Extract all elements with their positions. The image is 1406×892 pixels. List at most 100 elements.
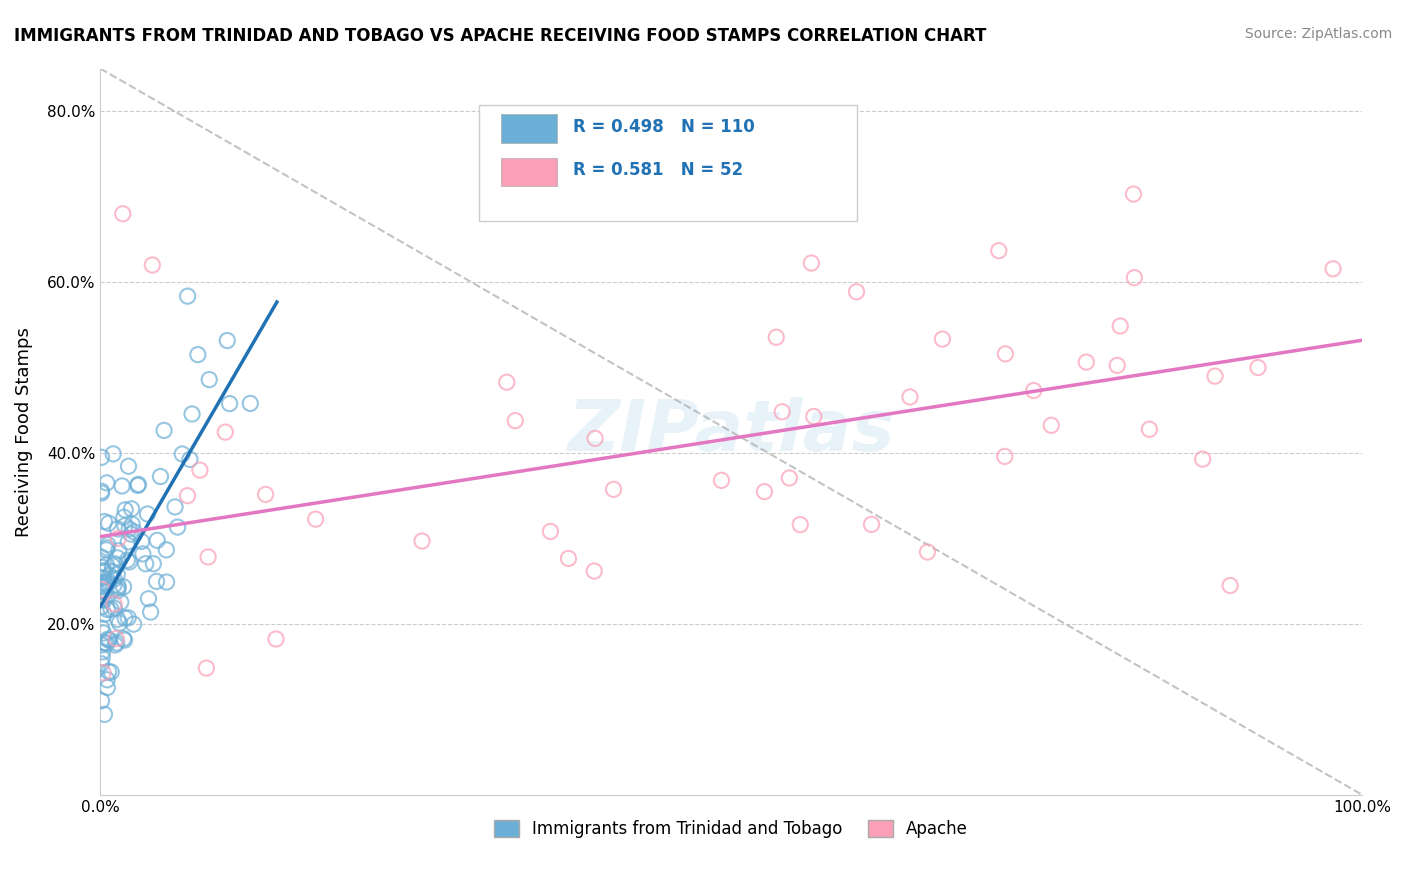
FancyBboxPatch shape — [479, 105, 858, 221]
FancyBboxPatch shape — [502, 158, 557, 186]
Point — [114, 503, 136, 517]
Point — [214, 425, 236, 439]
Point — [93, 515, 115, 529]
Point — [110, 595, 132, 609]
Point — [121, 501, 143, 516]
Legend: Immigrants from Trinidad and Tobago, Apache: Immigrants from Trinidad and Tobago, Apa… — [488, 813, 974, 845]
Point — [557, 551, 579, 566]
Point — [90, 450, 112, 465]
Point — [132, 547, 155, 561]
Y-axis label: Receiving Food Stamps: Receiving Food Stamps — [15, 326, 32, 537]
Point — [803, 409, 825, 424]
Point — [131, 534, 153, 549]
Point — [104, 557, 127, 571]
Point — [146, 533, 169, 548]
Point — [118, 522, 141, 536]
Point — [1022, 384, 1045, 398]
Point — [135, 557, 157, 571]
Point — [93, 635, 115, 649]
Point — [93, 593, 115, 607]
Point — [1122, 187, 1144, 202]
Point — [187, 348, 209, 362]
Point — [987, 244, 1010, 258]
Point — [94, 576, 117, 591]
Point — [411, 534, 433, 549]
Point — [778, 471, 800, 485]
Text: R = 0.581   N = 52: R = 0.581 N = 52 — [574, 161, 744, 179]
Point — [93, 626, 115, 640]
Point — [105, 632, 128, 646]
Point — [117, 534, 139, 549]
Point — [90, 599, 112, 614]
Point — [96, 475, 118, 490]
Point — [503, 414, 526, 428]
Point — [198, 373, 221, 387]
Point — [994, 347, 1017, 361]
Point — [111, 207, 134, 221]
Text: IMMIGRANTS FROM TRINIDAD AND TOBAGO VS APACHE RECEIVING FOOD STAMPS CORRELATION : IMMIGRANTS FROM TRINIDAD AND TOBAGO VS A… — [14, 27, 987, 45]
Point — [96, 681, 118, 695]
Point — [1040, 418, 1063, 433]
Point — [540, 524, 562, 539]
Point — [1123, 270, 1146, 285]
Point — [103, 578, 125, 592]
Point — [91, 571, 114, 585]
Point — [122, 524, 145, 539]
Point — [96, 637, 118, 651]
Point — [90, 591, 112, 606]
Point — [105, 636, 128, 650]
Point — [122, 617, 145, 632]
Point — [120, 527, 142, 541]
Point — [304, 512, 326, 526]
Point — [1191, 452, 1213, 467]
Point — [1137, 422, 1160, 436]
Point — [117, 459, 139, 474]
Point — [112, 510, 135, 524]
Point — [91, 665, 114, 680]
Point — [117, 611, 139, 625]
Point — [127, 477, 149, 491]
Point — [91, 645, 114, 659]
Point — [789, 517, 811, 532]
Point — [163, 500, 186, 514]
Point — [90, 657, 112, 671]
Point — [264, 632, 287, 646]
Point — [93, 575, 115, 590]
Point — [93, 707, 115, 722]
Point — [91, 560, 114, 574]
Text: ZIPatlas: ZIPatlas — [568, 397, 894, 467]
Point — [91, 583, 114, 598]
Point — [98, 633, 121, 648]
Point — [100, 665, 122, 679]
Point — [172, 447, 194, 461]
Point — [155, 574, 177, 589]
Point — [100, 565, 122, 579]
Point — [176, 489, 198, 503]
Point — [1109, 318, 1132, 333]
Point — [93, 564, 115, 578]
Point — [96, 541, 118, 555]
Point — [90, 550, 112, 565]
Point — [107, 583, 129, 598]
Point — [91, 580, 114, 594]
Point — [1107, 359, 1129, 373]
Point — [138, 591, 160, 606]
Point — [103, 447, 125, 461]
Point — [917, 545, 939, 559]
Point — [107, 543, 129, 558]
Point — [112, 632, 135, 646]
Point — [118, 555, 141, 569]
Point — [97, 632, 120, 647]
Point — [176, 289, 198, 303]
Point — [845, 285, 868, 299]
Point — [149, 469, 172, 483]
Point — [97, 538, 120, 552]
Point — [710, 474, 733, 488]
Point — [197, 549, 219, 564]
Point — [898, 390, 921, 404]
Point — [96, 602, 118, 616]
Point — [495, 375, 517, 389]
Point — [96, 673, 118, 687]
Point — [97, 516, 120, 531]
Point — [142, 557, 165, 571]
